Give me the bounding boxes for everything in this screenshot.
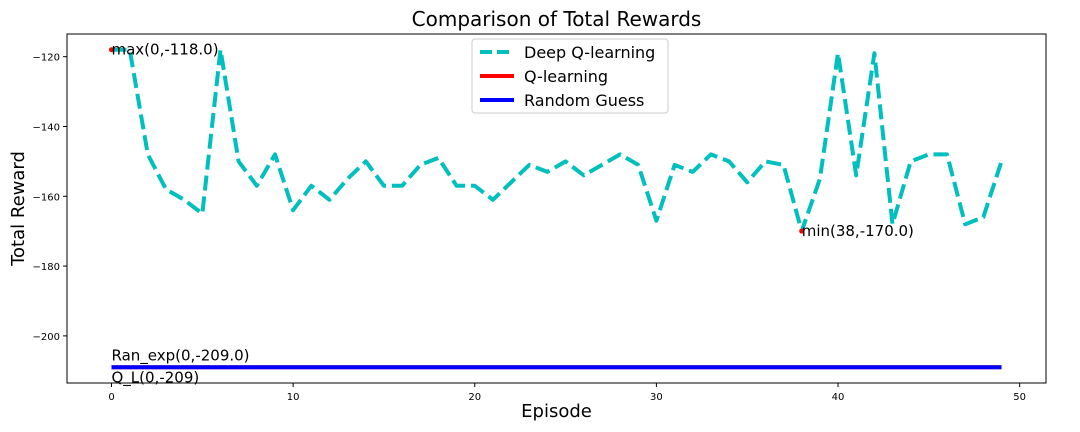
x-tick-label: 20 (468, 392, 481, 403)
y-tick-label: −180 (33, 262, 60, 273)
x-tick-label: 50 (1013, 392, 1026, 403)
legend-box (471, 38, 669, 114)
annotation-marker (799, 228, 805, 234)
annotations: max(0,-118.0) min(38,-170.0) Ran_exp(0,-20… (109, 41, 914, 387)
legend: Deep Q-learning Q-learning Random Guess (471, 38, 669, 114)
plot-area (111, 47, 1004, 370)
legend-label: Q-learning (524, 67, 608, 86)
annotation-label: Ran_exp(0,-209.0) (112, 346, 250, 365)
y-tick-label: −200 (33, 332, 60, 343)
y-tick-label: −120 (33, 53, 60, 64)
x-tick-label: 0 (108, 392, 114, 403)
x-tick-label: 10 (287, 392, 300, 403)
series-line-deep-q-learning (111, 47, 1004, 234)
legend-label: Random Guess (524, 91, 644, 110)
annotation-label: Q_L(0,-209) (112, 368, 200, 387)
annotation-label: min(38,-170.0) (802, 222, 914, 240)
legend-label: Deep Q-learning (524, 43, 655, 62)
x-tick-label: 30 (650, 392, 663, 403)
y-tick-label: −140 (33, 122, 60, 133)
y-tick-label: −160 (33, 192, 60, 203)
annotation-marker (109, 47, 114, 53)
plot-frame (66, 33, 1047, 384)
annotation-label: max(0,-118.0) (112, 41, 219, 59)
axis-ticks: 0 10 20 30 40 50 −200 −180 −160 −140 −120 (33, 53, 1026, 403)
chart-title: Comparison of Total Rewards (412, 7, 702, 31)
x-axis-title: Episode (521, 401, 592, 422)
y-axis-title: Total Reward (8, 151, 29, 267)
x-tick-label: 40 (832, 392, 845, 403)
